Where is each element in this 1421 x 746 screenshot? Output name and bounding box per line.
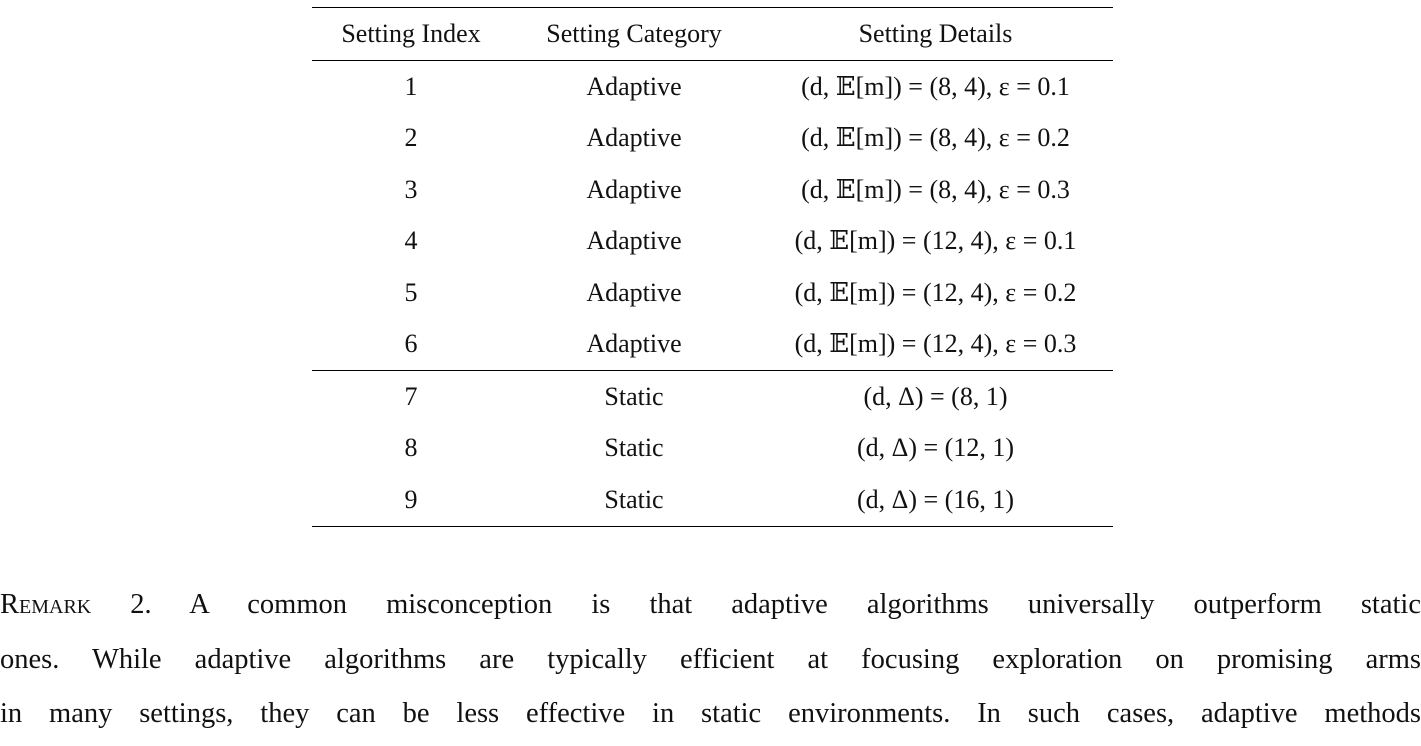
table-body: 1 Adaptive (d, 𝔼[m]) = (8, 4), ε = 0.1 2 Ada… bbox=[312, 61, 1113, 526]
setting-index-cell: 5 bbox=[404, 277, 418, 307]
setting-category-cell: Static bbox=[604, 381, 664, 411]
setting-category-cell: Adaptive bbox=[586, 123, 682, 153]
table-row: 4 Adaptive (d, 𝔼[m]) = (12, 4), ε = 0.1 bbox=[312, 216, 1113, 268]
setting-index-cell: 9 bbox=[404, 484, 418, 514]
setting-category-cell: Adaptive bbox=[586, 226, 682, 256]
setting-category-cell: Adaptive bbox=[586, 174, 682, 204]
remark-line-3: in many settings, they can be less effec… bbox=[0, 698, 1421, 729]
table-row: 8 Static (d, Δ) = (12, 1) bbox=[312, 423, 1113, 475]
table-row: 7 Static (d, Δ) = (8, 1) bbox=[312, 370, 1113, 423]
setting-details-cell: (d, 𝔼[m]) = (8, 4), ε = 0.3 bbox=[801, 174, 1070, 204]
setting-details-cell: (d, 𝔼[m]) = (8, 4), ε = 0.1 bbox=[801, 71, 1070, 101]
setting-index-cell: 7 bbox=[404, 381, 418, 411]
setting-index-cell: 8 bbox=[404, 433, 418, 463]
setting-category-cell: Static bbox=[604, 484, 664, 514]
header-setting-category: Setting Category bbox=[546, 19, 722, 48]
table-row: 9 Static (d, Δ) = (16, 1) bbox=[312, 474, 1113, 526]
setting-category-cell: Adaptive bbox=[586, 71, 682, 101]
settings-table: Setting Index Setting Category Setting D… bbox=[312, 7, 1113, 527]
setting-details-cell: (d, 𝔼[m]) = (12, 4), ε = 0.1 bbox=[794, 226, 1077, 256]
header-setting-index: Setting Index bbox=[341, 19, 481, 48]
setting-details-cell: (d, 𝔼[m]) = (8, 4), ε = 0.2 bbox=[801, 123, 1070, 153]
table-row: 2 Adaptive (d, 𝔼[m]) = (8, 4), ε = 0.2 bbox=[312, 113, 1113, 165]
setting-details-cell: (d, 𝔼[m]) = (12, 4), ε = 0.3 bbox=[794, 329, 1077, 359]
setting-index-cell: 1 bbox=[404, 71, 418, 101]
setting-details-cell: (d, 𝔼[m]) = (12, 4), ε = 0.2 bbox=[794, 277, 1077, 307]
setting-category-cell: Adaptive bbox=[586, 329, 682, 359]
table-header-row: Setting Index Setting Category Setting D… bbox=[312, 7, 1113, 61]
table-row: 3 Adaptive (d, 𝔼[m]) = (8, 4), ε = 0.3 bbox=[312, 164, 1113, 216]
remark-line-2: ones. While adaptive algorithms are typi… bbox=[0, 643, 1421, 675]
setting-details-cell: (d, Δ) = (12, 1) bbox=[856, 433, 1014, 463]
setting-details-cell: (d, Δ) = (16, 1) bbox=[856, 484, 1014, 514]
setting-details-cell: (d, Δ) = (8, 1) bbox=[863, 381, 1008, 411]
remark-label: Remark 2. bbox=[0, 589, 152, 620]
remark-line-1: Remark 2. A common misconception is that… bbox=[0, 578, 1421, 633]
setting-index-cell: 3 bbox=[404, 174, 418, 204]
setting-index-cell: 4 bbox=[404, 226, 418, 256]
setting-category-cell: Adaptive bbox=[586, 277, 682, 307]
setting-index-cell: 2 bbox=[404, 123, 418, 153]
setting-index-cell: 6 bbox=[404, 329, 418, 359]
setting-category-cell: Static bbox=[604, 433, 664, 463]
remark-paragraph: Remark 2. A common misconception is that… bbox=[0, 578, 1421, 742]
table-row: 5 Adaptive (d, 𝔼[m]) = (12, 4), ε = 0.2 bbox=[312, 267, 1113, 319]
remark-text-1: A common misconception is that adaptive … bbox=[189, 589, 1421, 620]
table-row: 1 Adaptive (d, 𝔼[m]) = (8, 4), ε = 0.1 bbox=[312, 61, 1113, 113]
table-row: 6 Adaptive (d, 𝔼[m]) = (12, 4), ε = 0.3 bbox=[312, 319, 1113, 371]
header-setting-details: Setting Details bbox=[858, 19, 1013, 48]
